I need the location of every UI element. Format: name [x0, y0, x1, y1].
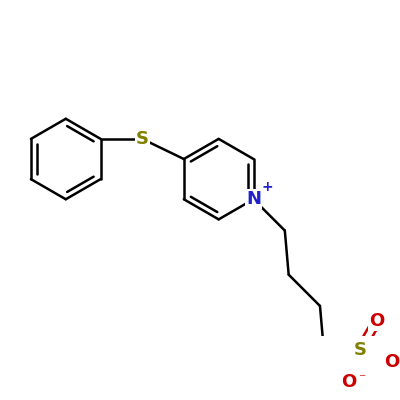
Text: S: S: [354, 341, 366, 359]
Text: O: O: [341, 373, 356, 391]
Text: S: S: [136, 130, 149, 148]
Text: +: +: [261, 180, 273, 194]
Text: N: N: [246, 190, 261, 208]
Text: O: O: [384, 352, 400, 370]
Text: ⁻: ⁻: [358, 372, 366, 386]
Text: O: O: [369, 312, 384, 330]
